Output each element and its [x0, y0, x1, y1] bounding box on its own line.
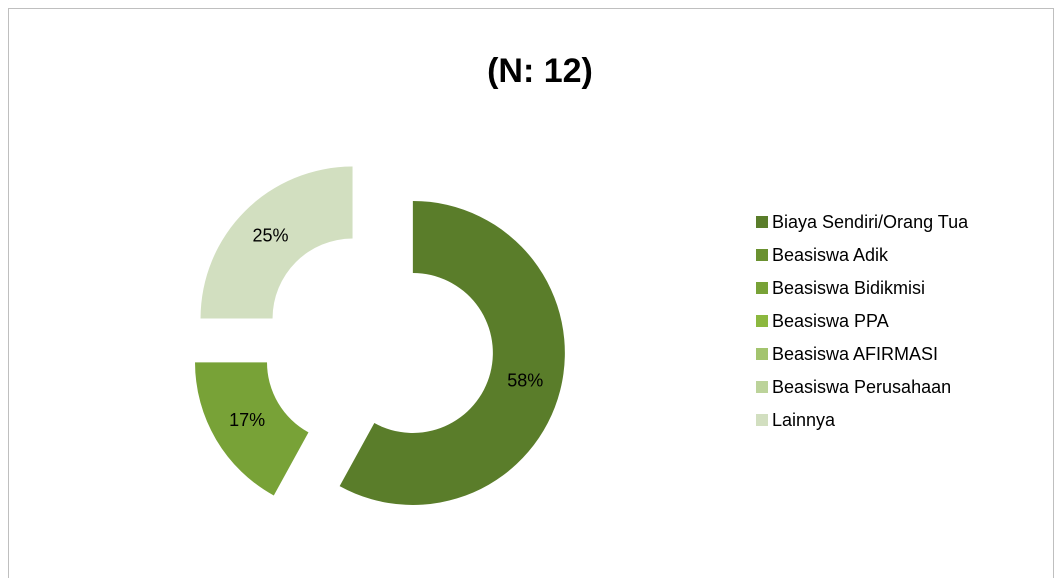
- legend-swatch: [756, 348, 768, 360]
- legend-swatch: [756, 282, 768, 294]
- chart-title: (N: 12): [487, 52, 593, 90]
- legend-swatch: [756, 216, 768, 228]
- legend-swatch: [756, 381, 768, 393]
- legend-swatch: [756, 249, 768, 261]
- legend-label: Beasiswa Bidikmisi: [772, 278, 925, 298]
- legend-label: Biaya Sendiri/Orang Tua: [772, 212, 969, 232]
- value-label: 25%: [253, 225, 289, 245]
- donut-slice: [200, 166, 353, 319]
- donut-slice: [195, 362, 309, 496]
- value-label: 17%: [229, 410, 265, 430]
- legend-label: Beasiswa Adik: [772, 245, 889, 265]
- legend-label: Beasiswa AFIRMASI: [772, 344, 938, 364]
- legend-label: Beasiswa PPA: [772, 311, 889, 331]
- legend-label: Lainnya: [772, 410, 836, 430]
- legend-swatch: [756, 414, 768, 426]
- legend-label: Beasiswa Perusahaan: [772, 377, 951, 397]
- legend-swatch: [756, 315, 768, 327]
- value-label: 58%: [507, 371, 543, 391]
- donut-slice: [339, 200, 565, 505]
